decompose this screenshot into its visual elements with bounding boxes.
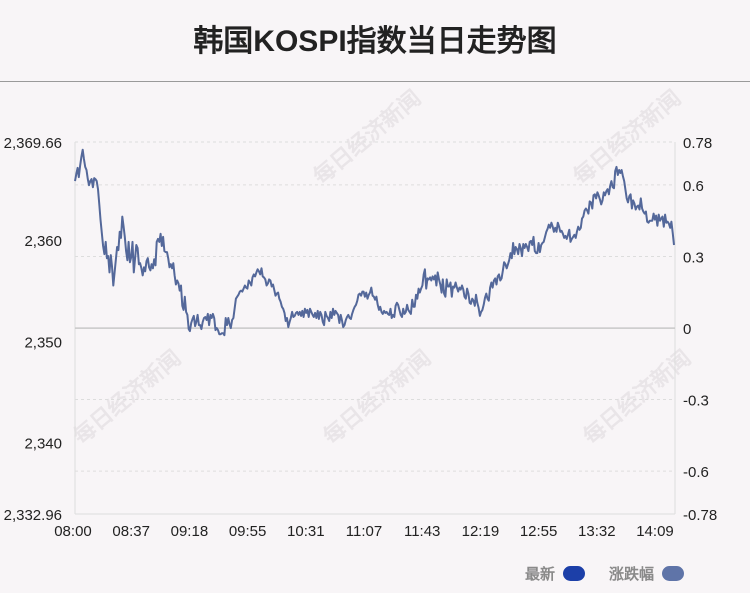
y-right-tick-label: 0.3	[683, 249, 704, 266]
title-divider	[0, 81, 750, 82]
y-right-tick-label: -0.78	[683, 507, 717, 524]
x-tick-label: 12:55	[520, 523, 558, 540]
kospi-price-line	[74, 148, 675, 337]
legend-label-latest: 最新	[524, 566, 555, 583]
legend-swatch-change	[662, 566, 684, 581]
y-left-tick-label: 2,360	[24, 233, 62, 250]
chart-title: 韩国KOSPI指数当日走势图	[193, 25, 557, 58]
x-tick-label: 12:19	[462, 523, 500, 540]
x-tick-label: 09:18	[171, 523, 209, 540]
y-left-tick-label: 2,332.96	[4, 507, 62, 524]
x-tick-label: 14:09	[636, 523, 674, 540]
y-left-tick-label: 2,369.66	[4, 135, 62, 152]
y-right-tick-label: 0.78	[683, 135, 712, 152]
y-right-tick-label: 0.6	[683, 178, 704, 195]
x-tick-label: 13:32	[578, 523, 616, 540]
y-right-tick-label: 0	[683, 321, 691, 338]
y-right-tick-label: -0.3	[683, 393, 709, 410]
x-tick-label: 10:31	[287, 523, 325, 540]
y-left-tick-label: 2,340	[24, 436, 62, 453]
x-tick-label: 08:37	[112, 523, 150, 540]
y-left-tick-label: 2,350	[24, 334, 62, 351]
x-tick-label: 11:07	[346, 523, 382, 540]
legend-swatch-latest	[562, 566, 585, 581]
x-tick-label: 11:43	[404, 523, 440, 540]
legend-label-change: 涨跌幅	[608, 566, 654, 583]
x-tick-label: 08:00	[54, 523, 92, 540]
x-tick-label: 09:55	[229, 523, 267, 540]
y-right-tick-label: -0.6	[683, 464, 709, 481]
legend: 最新 涨跌幅	[525, 563, 684, 584]
